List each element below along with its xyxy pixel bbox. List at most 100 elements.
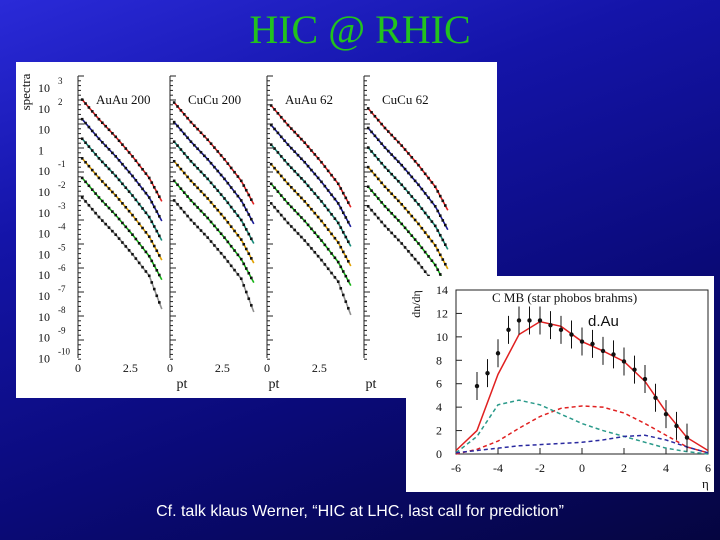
spectra-data-point <box>283 139 286 143</box>
spectra-data-point <box>80 98 84 101</box>
spectra-y-tick-label: 10 <box>38 227 50 241</box>
spectra-data-point <box>273 205 276 209</box>
spectra-data-point <box>436 268 440 272</box>
spectra-series-4 <box>81 177 163 281</box>
spectra-data-point <box>236 253 240 257</box>
spectra-data-point <box>376 138 380 142</box>
spectra-data-point <box>423 250 427 254</box>
spectra-panel-label: AuAu 62 <box>285 92 333 107</box>
spectra-data-point <box>283 178 286 182</box>
spectra-data-point <box>306 223 310 227</box>
dndeta-plot-area: dn/dη C MB (star phobos brahms) d.Au η 0… <box>409 283 711 491</box>
spectra-data-point <box>417 203 420 206</box>
spectra-data-point <box>189 199 193 202</box>
dndeta-x-axis-label: η <box>702 476 709 491</box>
spectra-data-point <box>326 169 330 173</box>
spectra-data-point <box>366 204 370 208</box>
spectra-panel-3: CuCu 62 <box>363 75 449 360</box>
spectra-data-point <box>376 177 380 181</box>
spectra-data-point <box>172 179 176 183</box>
spectra-data-point <box>155 190 159 194</box>
spectra-data-point <box>121 221 124 225</box>
spectra-data-point <box>436 248 440 252</box>
spectra-data-point <box>249 237 253 241</box>
spectra-data-point <box>296 173 300 177</box>
spectra-data-point <box>242 242 246 246</box>
spectra-data-point <box>330 193 333 197</box>
spectra-data-point <box>316 215 320 219</box>
spectra-y-tick-label: 10 <box>38 206 50 220</box>
spectra-data-point <box>344 255 348 258</box>
spectra-y-tick-exponent: 2 <box>58 97 63 107</box>
spectra-data-point <box>193 124 196 127</box>
spectra-data-point <box>316 176 320 180</box>
spectra-data-point <box>206 138 210 142</box>
spectra-data-point <box>94 153 97 156</box>
spectra-data-point <box>147 235 151 238</box>
spectra-data-point <box>279 135 283 139</box>
dndeta-data-point <box>632 367 637 372</box>
spectra-data-point <box>306 204 310 207</box>
spectra-data-point <box>400 183 404 187</box>
spectra-data-point <box>117 237 121 240</box>
spectra-data-point <box>141 187 144 191</box>
dndeta-x-tick-label: 6 <box>705 461 711 475</box>
spectra-data-point <box>410 195 414 198</box>
spectra-data-point <box>276 190 280 193</box>
spectra-data-point <box>313 172 317 176</box>
spectra-data-point <box>213 244 216 247</box>
spectra-data-point <box>219 173 223 177</box>
spectra-data-point <box>433 204 437 208</box>
spectra-data-point <box>203 174 206 177</box>
spectra-data-point <box>249 257 253 260</box>
spectra-data-point <box>104 144 107 148</box>
spectra-data-point <box>376 197 380 200</box>
spectra-data-point <box>296 153 300 157</box>
spectra-data-point <box>344 196 348 200</box>
spectra-data-point <box>370 130 373 134</box>
spectra-data-point <box>397 219 400 222</box>
spectra-data-point <box>152 225 156 228</box>
spectra-y-axis-label: spectra <box>18 73 33 110</box>
spectra-data-point <box>316 235 320 238</box>
spectra-data-point <box>193 163 196 167</box>
spectra-data-point <box>247 213 251 216</box>
spectra-data-point <box>400 163 404 167</box>
spectra-data-point <box>121 241 124 244</box>
spectra-data-point <box>179 167 183 171</box>
spectra-data-point <box>306 145 310 148</box>
spectra-data-point <box>430 200 434 204</box>
dndeta-x-tick-label: 4 <box>663 461 669 475</box>
spectra-x-axis-label: pt <box>269 377 280 392</box>
spectra-data-point <box>203 213 206 216</box>
spectra-data-point <box>339 245 343 249</box>
spectra-series-2 <box>367 147 449 250</box>
spectra-data-point <box>152 244 156 248</box>
spectra-data-point <box>242 284 246 287</box>
spectra-data-point <box>193 143 196 147</box>
spectra-data-point <box>313 192 317 195</box>
spectra-data-point <box>104 203 107 206</box>
spectra-data-point <box>87 184 91 188</box>
spectra-data-point <box>320 200 323 203</box>
spectra-data-point <box>403 148 407 151</box>
spectra-data-point <box>346 279 350 283</box>
spectra-data-point <box>84 180 87 184</box>
spectra-data-point <box>150 200 154 204</box>
spectra-data-point <box>380 201 383 204</box>
spectra-data-point <box>438 194 442 198</box>
spectra-data-point <box>269 104 273 107</box>
spectra-data-point <box>229 186 233 189</box>
spectra-data-point <box>131 174 134 178</box>
dndeta-chart: dn/dη C MB (star phobos brahms) d.Au η 0… <box>406 276 714 492</box>
spectra-data-point <box>400 242 404 245</box>
spectra-data-point <box>124 225 128 229</box>
dndeta-data-point <box>579 339 585 344</box>
spectra-data-point <box>172 140 176 144</box>
dndeta-system-label: d.Au <box>588 313 619 330</box>
spectra-data-point <box>117 158 121 162</box>
spectra-series-2 <box>270 144 352 247</box>
spectra-data-point <box>316 196 320 199</box>
spectra-data-point <box>410 175 414 179</box>
spectra-data-point <box>223 216 226 220</box>
